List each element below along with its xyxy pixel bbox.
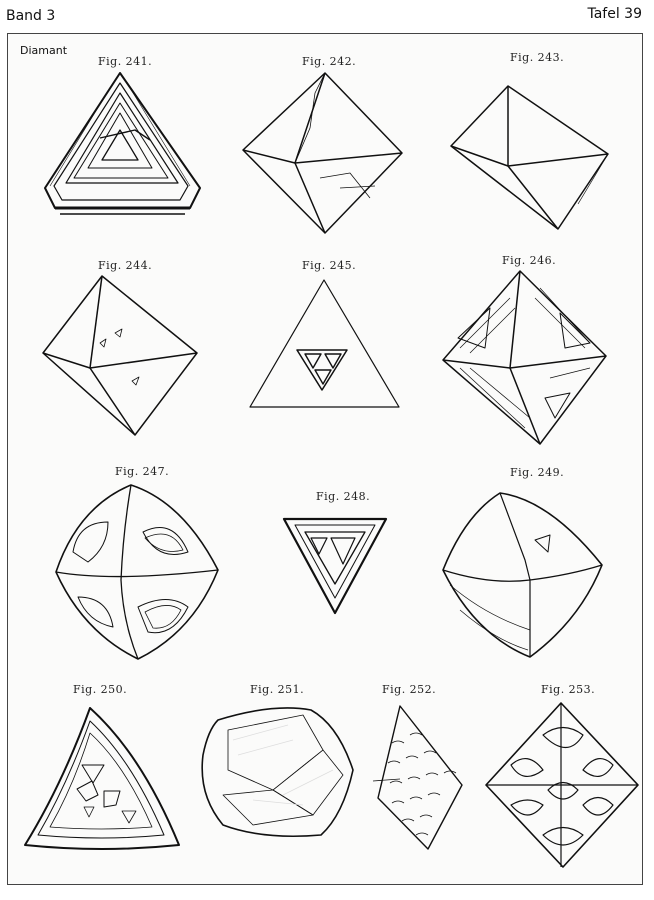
caption-fig-250: Fig. 250. [73, 683, 128, 696]
figure-249-rounded-crystal [442, 492, 603, 658]
caption-fig-252: Fig. 252. [382, 683, 437, 696]
figure-251-irregular-crystal [201, 707, 354, 838]
figure-244-octahedron [42, 275, 198, 436]
caption-fig-241: Fig. 241. [98, 55, 153, 68]
caption-fig-253: Fig. 253. [541, 683, 596, 696]
figure-252-scaly-rhomb [372, 705, 463, 850]
plate-title: Diamant [20, 44, 68, 57]
caption-fig-251: Fig. 251. [250, 683, 305, 696]
figure-245-triangular-face [249, 279, 400, 408]
volume-label: Band 3 [6, 8, 56, 24]
figure-243-octahedron [450, 85, 609, 230]
caption-fig-245: Fig. 245. [302, 259, 357, 272]
figure-246-striated-octahedron [442, 270, 607, 445]
caption-fig-242: Fig. 242. [302, 55, 357, 68]
caption-fig-247: Fig. 247. [115, 465, 170, 478]
figure-253-cubo-octahedral-crystal [485, 702, 639, 868]
figure-248-triangular-crystal [282, 517, 388, 615]
caption-fig-249: Fig. 249. [510, 466, 565, 479]
caption-fig-248: Fig. 248. [316, 490, 371, 503]
caption-fig-244: Fig. 244. [98, 259, 153, 272]
figure-250-curved-triangle [24, 707, 180, 850]
plate-frame: Diamant [7, 33, 643, 885]
caption-fig-246: Fig. 246. [502, 254, 557, 267]
figure-241-triangular-crystal [44, 72, 201, 215]
figure-247-rounded-octahedron [55, 484, 219, 660]
figure-242-octahedron [242, 72, 403, 234]
plate-number: Tafel 39 [587, 6, 642, 22]
caption-fig-243: Fig. 243. [510, 51, 565, 64]
